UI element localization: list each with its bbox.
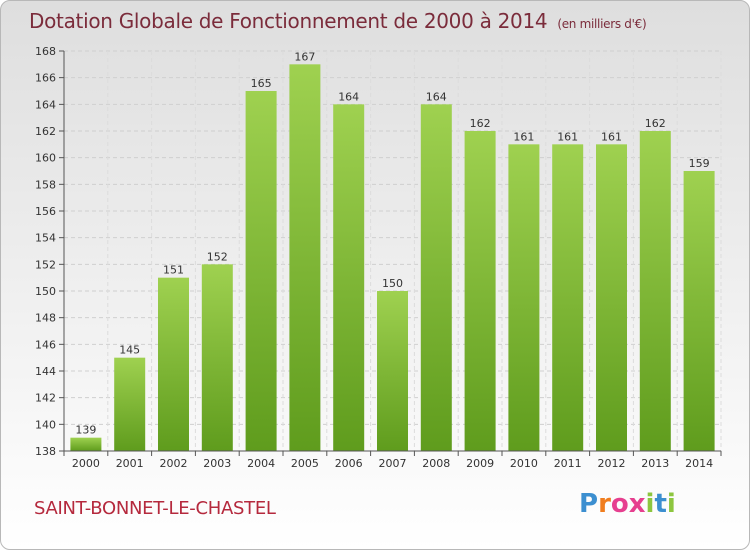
data-label-2003: 152 (207, 250, 228, 263)
bar-2008 (420, 104, 452, 451)
x-tick-label-2012: 2012 (598, 457, 626, 470)
y-tick-label: 158 (35, 178, 56, 191)
data-label-2001: 145 (119, 344, 140, 357)
y-tick-label: 144 (35, 365, 56, 378)
data-label-2011: 161 (557, 130, 578, 143)
bar-2014 (683, 171, 715, 451)
bar-2002 (158, 277, 189, 451)
chart-subtitle: (en milliers d'€) (557, 17, 647, 31)
x-tick-label-2001: 2001 (116, 457, 144, 470)
bar-2013 (639, 131, 671, 451)
y-tick-label: 140 (35, 418, 56, 431)
bar-2011 (552, 144, 584, 452)
data-label-2008: 164 (426, 90, 447, 103)
y-tick-label: 152 (35, 258, 56, 271)
data-label-2012: 161 (601, 130, 622, 143)
x-tick-label-2014: 2014 (685, 457, 713, 470)
data-label-2007: 150 (382, 277, 403, 290)
y-tick-label: 166 (35, 72, 56, 85)
bar-2009 (464, 131, 496, 451)
data-label-2005: 167 (294, 50, 315, 63)
bar-2004 (245, 91, 277, 451)
x-tick-label-2000: 2000 (72, 457, 100, 470)
y-tick-label: 138 (35, 445, 56, 458)
bar-2012 (596, 144, 627, 452)
y-tick-label: 162 (35, 125, 56, 138)
bars (70, 64, 715, 452)
x-tick-label-2005: 2005 (291, 457, 319, 470)
y-tick-label: 164 (35, 98, 56, 111)
y-tick-label: 156 (35, 205, 56, 218)
bar-2001 (114, 357, 146, 451)
bar-2010 (508, 144, 540, 452)
proxiti-logo[interactable]: Proxiti (579, 489, 676, 519)
commune-name: SAINT-BONNET-LE-CHASTEL (34, 498, 276, 519)
data-label-2002: 151 (163, 264, 184, 277)
x-tick-label-2003: 2003 (203, 457, 231, 470)
x-tick-label-2010: 2010 (510, 457, 538, 470)
axes (59, 50, 722, 456)
logo-letter: r (598, 489, 611, 519)
x-tick-label-2007: 2007 (379, 457, 407, 470)
x-tick-label-2011: 2011 (554, 457, 582, 470)
logo-letter: x (628, 489, 646, 519)
x-tick-label-2013: 2013 (641, 457, 669, 470)
bar-2003 (201, 264, 233, 451)
x-tick-label-2006: 2006 (335, 457, 363, 470)
logo-letter: t (654, 489, 667, 519)
y-tick-label: 154 (35, 232, 56, 245)
logo-letter: P (579, 489, 599, 519)
data-label-2010: 161 (513, 130, 534, 143)
y-tick-label: 142 (35, 392, 56, 405)
y-tick-label: 160 (35, 152, 56, 165)
bar-2000 (70, 437, 102, 451)
x-tick-label-2008: 2008 (422, 457, 450, 470)
bar-2007 (377, 291, 408, 451)
logo-letter: i (666, 489, 676, 519)
bar-2006 (333, 104, 365, 451)
y-tick-label: 146 (35, 338, 56, 351)
bar-2005 (289, 64, 321, 452)
logo-letter: o (610, 489, 629, 519)
data-label-2006: 164 (338, 90, 359, 103)
y-tick-label: 150 (35, 285, 56, 298)
data-label-2009: 162 (470, 117, 491, 130)
labels: 138 140 142 144 146 148 150 152 154 156 158 160 162 1… (35, 45, 713, 470)
data-label-2000: 139 (75, 424, 96, 437)
logo-letter: i (645, 489, 655, 519)
y-tick-label: 168 (35, 45, 56, 58)
x-tick-label-2009: 2009 (466, 457, 494, 470)
data-label-2004: 165 (251, 77, 272, 90)
data-label-2013: 162 (645, 117, 666, 130)
chart-title: Dotation Globale de Fonctionnement de 20… (29, 9, 647, 33)
y-tick-label: 148 (35, 312, 56, 325)
x-tick-label-2002: 2002 (160, 457, 188, 470)
x-tick-label-2004: 2004 (247, 457, 275, 470)
data-label-2014: 159 (689, 157, 710, 170)
chart-title-text: Dotation Globale de Fonctionnement de 20… (29, 9, 548, 33)
